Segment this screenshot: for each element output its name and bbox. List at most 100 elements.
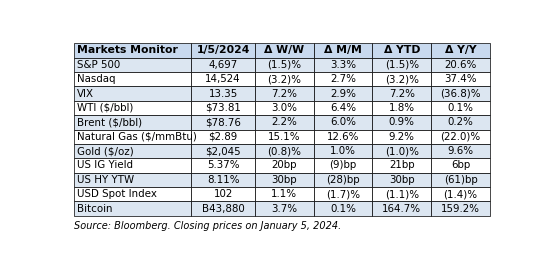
- Bar: [255, 173, 314, 187]
- Text: (28)bp: (28)bp: [326, 175, 360, 185]
- Bar: [191, 101, 255, 115]
- Bar: [74, 201, 191, 216]
- Bar: [191, 87, 255, 101]
- Text: 30bp: 30bp: [389, 175, 415, 185]
- Bar: [372, 72, 431, 87]
- Bar: [431, 187, 490, 201]
- Text: 0.2%: 0.2%: [448, 117, 474, 127]
- Bar: [191, 201, 255, 216]
- Text: 4,697: 4,697: [208, 60, 238, 70]
- Text: (61)bp: (61)bp: [444, 175, 477, 185]
- Bar: [314, 144, 372, 158]
- Text: 3.3%: 3.3%: [330, 60, 356, 70]
- Text: 9.6%: 9.6%: [448, 146, 474, 156]
- Text: (1.5)%: (1.5)%: [267, 60, 301, 70]
- Bar: [255, 43, 314, 58]
- Text: Brent ($/bbl): Brent ($/bbl): [77, 117, 142, 127]
- Text: $2.89: $2.89: [208, 132, 238, 142]
- Text: Δ Y/Y: Δ Y/Y: [445, 45, 476, 55]
- Text: 1/5/2024: 1/5/2024: [196, 45, 250, 55]
- Bar: [372, 201, 431, 216]
- Text: Natural Gas ($/mmBtu): Natural Gas ($/mmBtu): [77, 132, 197, 142]
- Text: 1.0%: 1.0%: [330, 146, 356, 156]
- Text: $73.81: $73.81: [205, 103, 241, 113]
- Text: (3.2)%: (3.2)%: [267, 74, 301, 84]
- Bar: [74, 115, 191, 130]
- Bar: [372, 187, 431, 201]
- Text: 9.2%: 9.2%: [389, 132, 415, 142]
- Text: 0.1%: 0.1%: [330, 204, 356, 214]
- Text: VIX: VIX: [77, 88, 94, 99]
- Text: 5.37%: 5.37%: [207, 160, 239, 171]
- Text: US IG Yield: US IG Yield: [77, 160, 133, 171]
- Text: Gold ($/oz): Gold ($/oz): [77, 146, 134, 156]
- Bar: [372, 115, 431, 130]
- Text: 102: 102: [213, 189, 233, 199]
- Bar: [314, 130, 372, 144]
- Bar: [191, 130, 255, 144]
- Bar: [372, 87, 431, 101]
- Text: Source: Bloomberg. Closing prices on January 5, 2024.: Source: Bloomberg. Closing prices on Jan…: [74, 221, 341, 231]
- Text: Δ W/W: Δ W/W: [265, 45, 305, 55]
- Text: 2.2%: 2.2%: [272, 117, 298, 127]
- Text: Markets Monitor: Markets Monitor: [77, 45, 178, 55]
- Bar: [314, 87, 372, 101]
- Text: 7.2%: 7.2%: [272, 88, 298, 99]
- Bar: [431, 158, 490, 173]
- Text: S&P 500: S&P 500: [77, 60, 120, 70]
- Text: $2,045: $2,045: [205, 146, 241, 156]
- Text: 159.2%: 159.2%: [441, 204, 480, 214]
- Bar: [255, 130, 314, 144]
- Bar: [191, 43, 255, 58]
- Text: (3.2)%: (3.2)%: [385, 74, 419, 84]
- Text: 13.35: 13.35: [208, 88, 238, 99]
- Bar: [372, 130, 431, 144]
- Bar: [191, 144, 255, 158]
- Text: 14,524: 14,524: [205, 74, 241, 84]
- Bar: [74, 43, 191, 58]
- Bar: [431, 115, 490, 130]
- Text: 164.7%: 164.7%: [382, 204, 421, 214]
- Bar: [255, 72, 314, 87]
- Bar: [191, 187, 255, 201]
- Bar: [191, 115, 255, 130]
- Bar: [314, 201, 372, 216]
- Bar: [255, 144, 314, 158]
- Text: 2.9%: 2.9%: [330, 88, 356, 99]
- Bar: [314, 72, 372, 87]
- Text: 0.1%: 0.1%: [448, 103, 474, 113]
- Bar: [314, 173, 372, 187]
- Text: (1.4)%: (1.4)%: [443, 189, 477, 199]
- Bar: [372, 101, 431, 115]
- Text: 2.7%: 2.7%: [330, 74, 356, 84]
- Text: 30bp: 30bp: [272, 175, 297, 185]
- Bar: [431, 58, 490, 72]
- Text: 20.6%: 20.6%: [444, 60, 477, 70]
- Text: 15.1%: 15.1%: [268, 132, 301, 142]
- Text: 12.6%: 12.6%: [327, 132, 359, 142]
- Bar: [191, 72, 255, 87]
- Bar: [74, 58, 191, 72]
- Text: 20bp: 20bp: [272, 160, 297, 171]
- Text: Δ YTD: Δ YTD: [383, 45, 420, 55]
- Text: (22.0)%: (22.0)%: [441, 132, 481, 142]
- Text: 8.11%: 8.11%: [207, 175, 239, 185]
- Bar: [314, 43, 372, 58]
- Bar: [372, 158, 431, 173]
- Text: 1.8%: 1.8%: [389, 103, 415, 113]
- Bar: [314, 115, 372, 130]
- Bar: [74, 173, 191, 187]
- Bar: [74, 101, 191, 115]
- Text: 6.4%: 6.4%: [330, 103, 356, 113]
- Bar: [191, 158, 255, 173]
- Text: (1.5)%: (1.5)%: [385, 60, 419, 70]
- Text: 6.0%: 6.0%: [330, 117, 356, 127]
- Text: B43,880: B43,880: [202, 204, 245, 214]
- Bar: [255, 101, 314, 115]
- Bar: [74, 87, 191, 101]
- Bar: [74, 187, 191, 201]
- Text: Δ M/M: Δ M/M: [324, 45, 362, 55]
- Bar: [314, 101, 372, 115]
- Text: 3.7%: 3.7%: [271, 204, 298, 214]
- Bar: [431, 101, 490, 115]
